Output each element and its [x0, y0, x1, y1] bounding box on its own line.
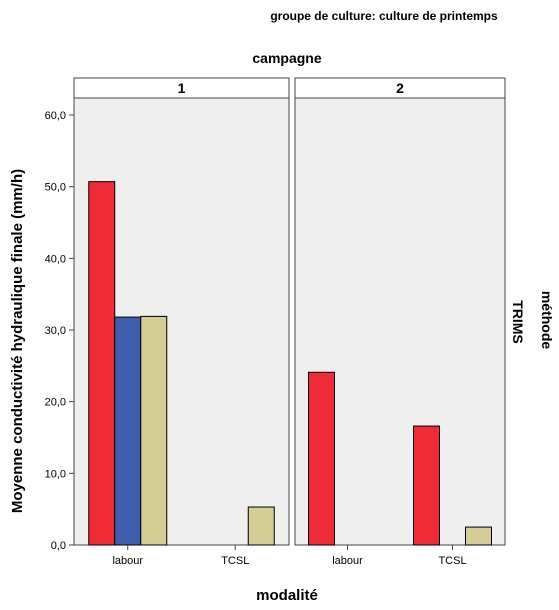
panels: 1 labour TCSL 2 labour TCSL	[73, 77, 506, 567]
bar	[140, 315, 168, 546]
row-facet-label: TRIMS	[510, 300, 526, 344]
y-tick-label: 30,0	[45, 325, 66, 337]
y-axis: 0,0 10,0 20,0 30,0 40,0 50,0 60,0	[45, 110, 74, 552]
panel-strip-label: 1	[178, 80, 186, 96]
x-tick-label: labour	[112, 555, 143, 567]
bar	[465, 526, 492, 546]
panel-1: 1 labour TCSL	[73, 77, 290, 567]
y-tick-label: 50,0	[45, 182, 66, 194]
x-axis-label: modalité	[256, 587, 318, 604]
bar	[308, 371, 335, 546]
y-axis-label: Moyenne conductivité hydraulique finale …	[9, 169, 26, 513]
y-tick-label: 20,0	[45, 397, 66, 409]
x-tick-label: labour	[332, 555, 363, 567]
bar	[114, 316, 142, 546]
y-tick-label: 60,0	[45, 110, 66, 122]
chart-title: groupe de culture: culture de printemps	[270, 9, 498, 23]
x-tick-label: TCSL	[438, 555, 466, 567]
panel-strip-label: 2	[396, 80, 404, 96]
column-facet-title: campagne	[252, 50, 321, 66]
bar	[413, 425, 440, 546]
bar	[247, 506, 275, 546]
row-facet-title: méthode	[539, 291, 555, 350]
y-tick-label: 0,0	[51, 540, 66, 552]
bar	[88, 181, 116, 546]
x-tick-label: TCSL	[221, 555, 249, 567]
panel-2: 2 labour TCSL	[294, 77, 506, 567]
y-tick-label: 10,0	[45, 468, 66, 480]
y-tick-label: 40,0	[45, 253, 66, 265]
